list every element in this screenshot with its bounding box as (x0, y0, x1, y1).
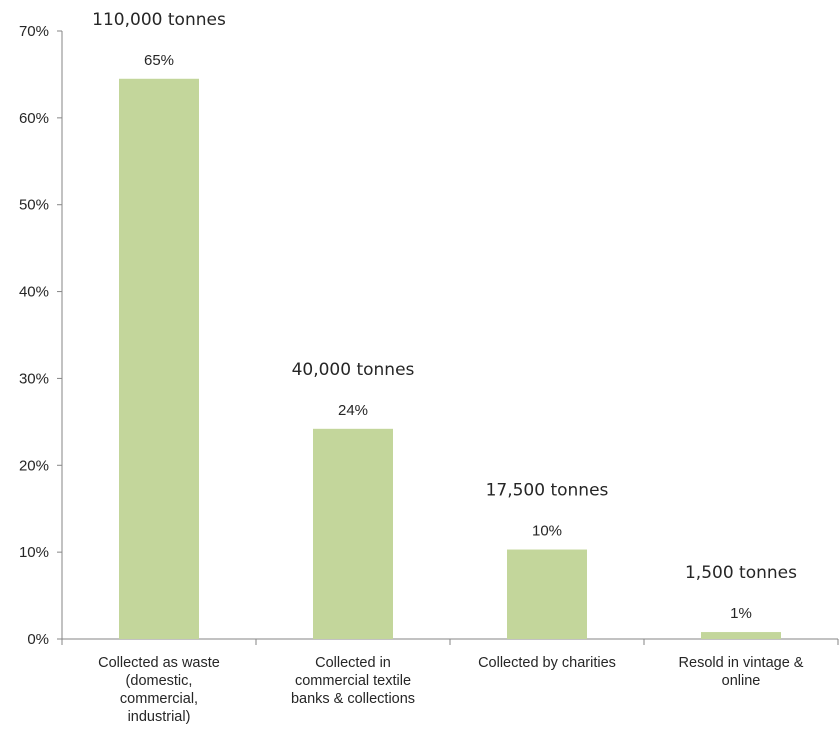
x-category-label: industrial) (128, 709, 191, 725)
plot-area: 0% 10% 20% 30% 40% 50% 60% 70% 65% 110,000 tonnes… (19, 10, 839, 725)
x-category-label: online (722, 673, 761, 689)
y-tick-label: 60% (19, 110, 49, 127)
bar (507, 549, 587, 639)
bar-tonnage-label: 110,000 tonnes (92, 10, 226, 30)
y-tick-label: 20% (19, 457, 49, 474)
y-tick-label: 10% (19, 544, 49, 561)
x-category-label: Resold in vintage & (679, 655, 804, 671)
bar-tonnage-label: 40,000 tonnes (292, 360, 415, 380)
bar-percent-label: 10% (532, 523, 562, 540)
x-category-label: (domestic, (126, 673, 193, 689)
x-category-label: Collected as waste (98, 655, 220, 671)
bar (313, 428, 393, 639)
y-tick-label: 50% (19, 197, 49, 214)
x-category-label: commercial, (120, 691, 198, 707)
y-tick-label: 0% (27, 631, 49, 648)
bar (119, 78, 199, 640)
y-tick-label: 70% (19, 23, 49, 40)
bar-tonnage-label: 17,500 tonnes (486, 481, 609, 501)
x-category-label: Collected in (315, 655, 391, 671)
x-category-label: commercial textile (295, 673, 411, 689)
bar (701, 632, 781, 639)
bar-tonnage-label: 1,500 tonnes (685, 563, 797, 583)
y-tick-label: 30% (19, 370, 49, 387)
y-tick-label: 40% (19, 284, 49, 301)
bar-percent-label: 24% (338, 402, 368, 419)
x-category-label: banks & collections (291, 691, 415, 707)
bar-percent-label: 1% (730, 605, 752, 622)
bar-percent-label: 65% (144, 52, 174, 69)
x-category-label: Collected by charities (478, 655, 616, 671)
